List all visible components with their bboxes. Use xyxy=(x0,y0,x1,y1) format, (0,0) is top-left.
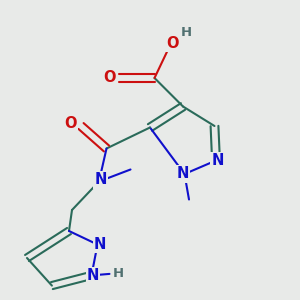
Text: O: O xyxy=(64,116,77,130)
Text: H: H xyxy=(113,267,124,280)
Text: H: H xyxy=(180,26,192,40)
Text: O: O xyxy=(103,70,116,86)
Text: N: N xyxy=(94,172,107,188)
Text: N: N xyxy=(211,153,224,168)
Text: O: O xyxy=(166,36,179,51)
Text: N: N xyxy=(87,268,99,283)
Text: N: N xyxy=(177,167,189,182)
Text: N: N xyxy=(94,237,106,252)
